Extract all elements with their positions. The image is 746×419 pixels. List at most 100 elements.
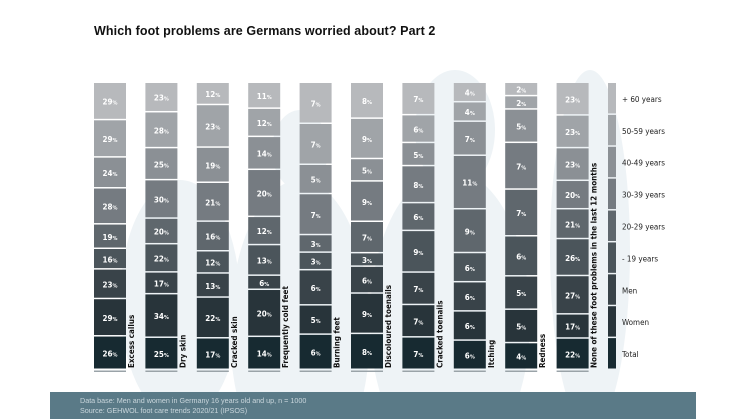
data-label: 7% [311,211,321,220]
bar-segment [505,83,538,95]
bar-segment [145,294,178,337]
bar-segment [453,83,486,101]
bar-segment [196,182,229,221]
data-label: 23% [103,280,118,289]
bar-segment [402,203,435,230]
bar-8: 4% 4% 7% 11% 9% 6% 6% 6% 6% [453,83,486,372]
bar-segment [402,305,435,337]
category-label: Itching [487,340,496,368]
legend-label: Women [622,318,649,327]
bar-segment [505,109,538,142]
data-label: 12% [205,90,220,99]
data-label: 3% [311,258,321,267]
bar-segment [248,217,281,244]
data-label: 22% [205,314,220,323]
bar-segment [248,275,281,289]
bar-segment [453,155,486,208]
bar-segment [453,102,486,121]
bar-3: 12% 23% 19% 21% 16% 12% 13% 22% 17% [196,83,229,372]
bar-segment [556,148,589,180]
legend-swatch [608,83,616,114]
data-label: 26% [565,254,580,263]
data-label: 5% [311,176,321,185]
data-label: 6% [465,322,475,331]
data-label: 7% [311,141,321,150]
bar-baseline [453,370,486,372]
bar-segment [248,83,281,108]
data-label: 7% [413,317,423,326]
bar-baseline [556,370,589,372]
bar-4: 11% 12% 14% 20% 12% 13% 6% 20% 14% [248,83,281,372]
data-label: 2% [516,99,526,108]
bar-segment [351,222,383,252]
data-label: 20% [154,228,169,237]
bar-segment [505,96,538,109]
bar-segment [351,266,383,293]
bar-segment [196,338,229,369]
bar-segment [505,236,538,276]
legend-swatch [608,146,616,178]
data-label: 8% [362,348,372,357]
bar-segment [505,189,538,236]
data-label: 20% [257,190,272,199]
bar-segment [453,340,486,369]
bar-baseline [299,370,332,372]
bar-segment [402,272,435,304]
bar-segment [453,121,486,155]
category-label: Dry skin [178,335,187,368]
data-label: 17% [205,350,220,359]
bar-segment [505,309,538,342]
data-label: 6% [516,253,526,262]
data-label: 22% [565,350,580,359]
legend-swatch [608,114,616,146]
data-label: 25% [154,160,169,169]
data-label: 9% [413,248,423,257]
bar-segment [402,166,435,202]
data-label: 7% [413,285,423,294]
category-label: Discoloured toenails [384,285,393,368]
data-label: 34% [154,312,169,321]
bar-segment [145,337,178,369]
footer-source-box: Data base: Men and women in Germany 16 y… [50,392,696,419]
category-label: Burning feet [333,317,342,368]
bar-segment [299,83,332,123]
category-label: Frequently cold feet [281,286,290,368]
data-label: 3% [362,256,372,265]
data-label: 7% [413,350,423,359]
data-label: 20% [257,310,272,319]
data-label: 29% [103,135,118,144]
bar-segment [196,273,229,297]
data-label: 8% [413,181,423,190]
data-label: 28% [103,203,118,212]
category-label: Cracked skin [230,316,239,368]
bar-segment [299,235,332,252]
bar-baseline [196,370,229,372]
bar-segment [299,252,332,269]
bar-segment [145,244,178,272]
bar-segment [402,337,435,369]
data-label: 6% [465,264,475,273]
bar-segment [299,165,332,193]
legend-label: + 60 years [622,95,662,104]
data-label: 16% [103,255,118,264]
data-label: 12% [205,259,220,268]
bar-9: 2% 2% 5% 7% 7% 6% 5% 5% 4% [505,83,538,372]
data-label: 29% [103,314,118,323]
data-label: 20% [565,191,580,200]
bar-segment [248,290,281,336]
bar-segment [94,224,126,248]
data-label: 23% [565,161,580,170]
bar-segment [196,251,229,273]
legend-swatch [608,178,616,210]
legend-swatch [608,338,616,369]
bar-segment [248,337,281,369]
data-label: 6% [465,351,475,360]
data-label: 23% [154,94,169,103]
bar-baseline [94,370,126,372]
bar-segment [402,83,435,114]
data-label: 17% [154,280,169,289]
bar-baseline [248,370,281,372]
data-label: 19% [205,161,220,170]
data-label: 7% [311,100,321,109]
